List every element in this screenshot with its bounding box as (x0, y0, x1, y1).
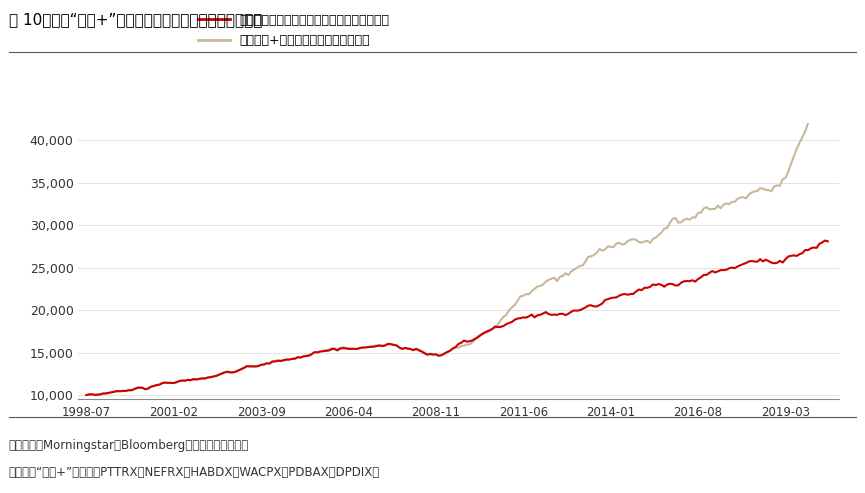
Legend: 彭博巴克莱美国总傀券指数投资回报（美元）, 典型核心+基金投资累计回报（美元）: 彭博巴克莱美国总傀券指数投资回报（美元）, 典型核心+基金投资累计回报（美元） (198, 13, 389, 47)
Text: 图 10：典型“核心+”基金投资累计回报高于美国全偶指数: 图 10：典型“核心+”基金投资累计回报高于美国全偶指数 (9, 12, 262, 27)
Text: 注：典型“核心+”基金包括PTTRX、NEFRX、HABDX、WACPX、PDBAX、DPDIX。: 注：典型“核心+”基金包括PTTRX、NEFRX、HABDX、WACPX、PDB… (9, 466, 380, 479)
Text: 资料来源：Morningstar，Bloomberg，西部证券研发中心: 资料来源：Morningstar，Bloomberg，西部证券研发中心 (9, 439, 249, 452)
